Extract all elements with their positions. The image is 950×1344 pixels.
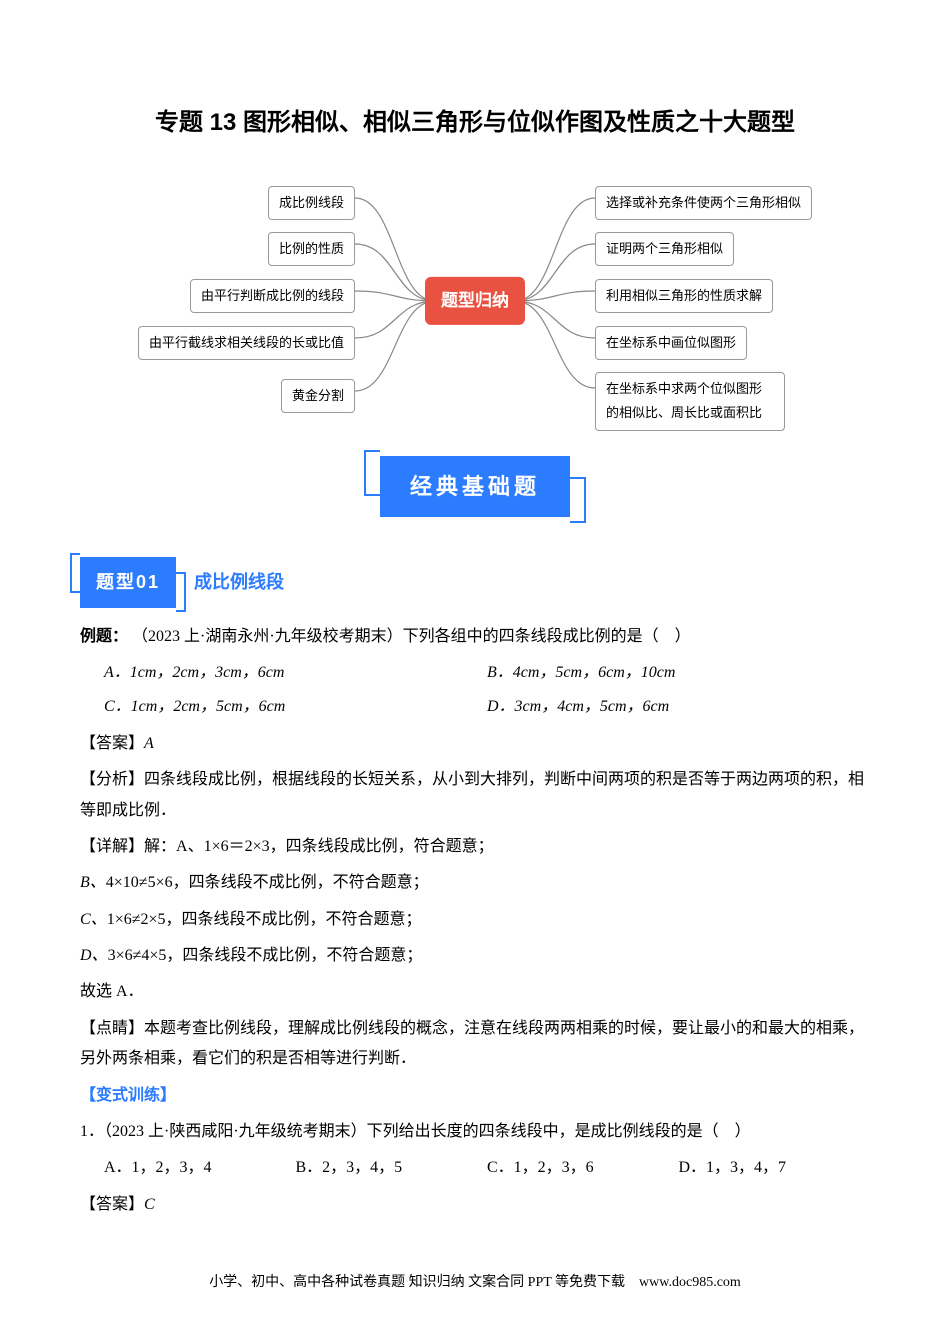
option-d: D．3cm，4cm，5cm，6cm: [487, 692, 870, 722]
options-row: A．1cm，2cm，3cm，6cm B．4cm，5cm，6cm，10cm: [80, 658, 870, 688]
point-line: 【点睛】本题考查比例线段，理解成比例线段的概念，注意在线段两两相乘的时候，要让最…: [80, 1014, 870, 1075]
answer-value: A: [144, 735, 154, 752]
detail-d-prefix: D、: [80, 947, 108, 964]
detail-c-tail: ，四条线段不成比例，不符合题意；: [166, 911, 422, 928]
mindmap-left-node: 由平行判断成比例的线段: [190, 279, 355, 314]
example-line: 例题： （2023 上·湖南永州·九年级校考期末）下列各组中的四条线段成比例的是…: [80, 622, 870, 652]
mindmap-left-node: 由平行截线求相关线段的长或比值: [138, 326, 355, 361]
detail-b-tail: ，四条线段不成比例，不符合题意；: [173, 874, 429, 891]
detail-c-math: 1×6≠2×5: [107, 911, 166, 928]
detail-b-prefix: B、: [80, 874, 106, 891]
page-title: 专题 13 图形相似、相似三角形与位似作图及性质之十大题型: [80, 100, 870, 146]
q1-answer-line: 【答案】C: [80, 1190, 870, 1220]
mindmap-left-node: 黄金分割: [281, 379, 355, 414]
detail-label: 【详解】: [80, 838, 144, 855]
detail-b-math: 4×10≠5×6: [106, 874, 173, 891]
q1-source: （2023 上·陕西咸阳·九年级统考期末）下列给出长度的四条线段中，是成比例线段…: [104, 1123, 751, 1140]
q1-opt-b: B．2，3，4，5: [296, 1153, 488, 1183]
mindmap-right-node: 选择或补充条件使两个三角形相似: [595, 186, 812, 221]
q1-answer-value: C: [144, 1196, 155, 1213]
q1-opt-d: D．1，3，4，7: [679, 1153, 871, 1183]
mindmap-left-node: 比例的性质: [268, 232, 355, 267]
analysis-label: 【分析】: [80, 771, 144, 788]
q1-line: 1．（2023 上·陕西咸阳·九年级统考期末）下列给出长度的四条线段中，是成比例…: [80, 1117, 870, 1147]
detail-d-math: 3×6≠4×5: [108, 947, 167, 964]
detail-d-tail: ，四条线段不成比例，不符合题意；: [166, 947, 422, 964]
detail-d: D、3×6≠4×5，四条线段不成比例，不符合题意；: [80, 941, 870, 971]
section-banner: 经典基础题: [380, 456, 570, 518]
mindmap-right-node: 在坐标系中求两个位似图形的相似比、周长比或面积比: [595, 372, 785, 431]
point-text: 本题考查比例线段，理解成比例线段的概念，注意在线段两两相乘的时候，要让最小的和最…: [80, 1020, 864, 1067]
option-b: B．4cm，5cm，6cm，10cm: [487, 658, 870, 688]
example-prefix: 例题：: [80, 628, 128, 645]
mindmap-right-node: 利用相似三角形的性质求解: [595, 279, 773, 314]
topic-title: 成比例线段: [194, 565, 284, 599]
mindmap-right-node: 证明两个三角形相似: [595, 232, 734, 267]
analysis-line: 【分析】四条线段成比例，根据线段的长短关系，从小到大排列，判断中间两项的积是否等…: [80, 765, 870, 826]
detail-a-math: 1×6＝2×3: [204, 838, 270, 855]
mindmap-right-node: 在坐标系中画位似图形: [595, 326, 747, 361]
point-label: 【点睛】: [80, 1020, 144, 1037]
detail-c-prefix: C、: [80, 911, 107, 928]
detail-intro: 解：A、: [144, 838, 204, 855]
option-a: A．1cm，2cm，3cm，6cm: [104, 658, 487, 688]
q1-opt-a: A．1，2，3，4: [104, 1153, 296, 1183]
q1-options: A．1，2，3，4 B．2，3，4，5 C．1，2，3，6 D．1，3，4，7: [80, 1153, 870, 1183]
q1-num: 1．: [80, 1123, 104, 1140]
detail-c: C、1×6≠2×5，四条线段不成比例，不符合题意；: [80, 905, 870, 935]
q1-opt-c: C．1，2，3，6: [487, 1153, 679, 1183]
option-c: C．1cm，2cm，5cm，6cm: [104, 692, 487, 722]
detail-a-tail: ，四条线段成比例，符合题意；: [270, 838, 494, 855]
example-source: （2023 上·湖南永州·九年级校考期末）下列各组中的四条线段成比例的是（ ）: [132, 628, 691, 645]
mindmap: 题型归纳 成比例线段 比例的性质 由平行判断成比例的线段 由平行截线求相关线段的…: [95, 176, 855, 426]
detail-b: B、4×10≠5×6，四条线段不成比例，不符合题意；: [80, 868, 870, 898]
options-row: C．1cm，2cm，5cm，6cm D．3cm，4cm，5cm，6cm: [80, 692, 870, 722]
answer-label: 【答案】: [80, 735, 144, 752]
q1-answer-label: 【答案】: [80, 1196, 144, 1213]
detail-a: 【详解】解：A、1×6＝2×3，四条线段成比例，符合题意；: [80, 832, 870, 862]
topic-badge: 题型01: [80, 557, 176, 607]
answer-line: 【答案】A: [80, 729, 870, 759]
page-footer: 小学、初中、高中各种试卷真题 知识归纳 文案合同 PPT 等免费下载 www.d…: [80, 1270, 870, 1297]
analysis-text: 四条线段成比例，根据线段的长短关系，从小到大排列，判断中间两项的积是否等于两边两…: [80, 771, 864, 818]
mindmap-center: 题型归纳: [425, 276, 525, 324]
conclusion: 故选 A．: [80, 977, 870, 1007]
variation-label: 【变式训练】: [80, 1081, 870, 1111]
mindmap-left-node: 成比例线段: [268, 186, 355, 221]
